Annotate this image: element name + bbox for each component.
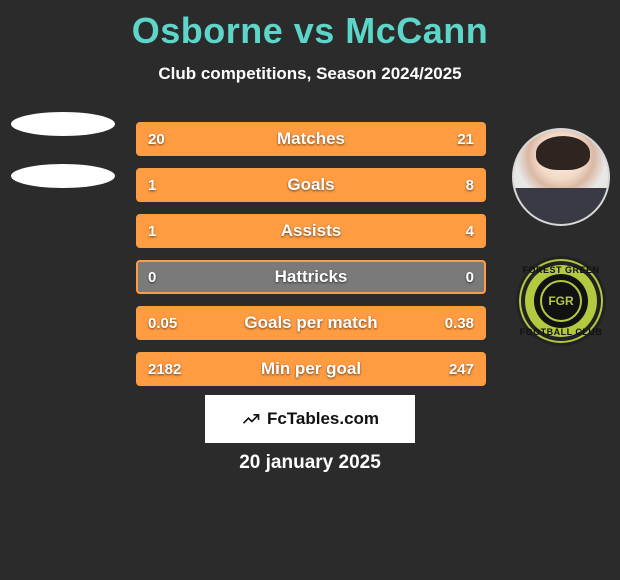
- stat-value-right: 8: [456, 170, 484, 200]
- stat-row: Goals1 8: [136, 168, 486, 202]
- player-right-club-crest: FOREST GREEN FGR FOOTBALL CLUB: [516, 256, 606, 346]
- stat-label: Matches: [138, 124, 484, 154]
- stat-value-right: 247: [439, 354, 484, 384]
- stat-row: Assists1 4: [136, 214, 486, 248]
- stat-label: Hattricks: [138, 262, 484, 292]
- stat-row: Matches20 21: [136, 122, 486, 156]
- stat-value-right: 0: [456, 262, 484, 292]
- stat-value-left: 1: [138, 170, 166, 200]
- stat-value-right: 21: [447, 124, 484, 154]
- stat-value-left: 20: [138, 124, 175, 154]
- page-title: Osborne vs McCann: [0, 0, 620, 52]
- crest-center: FGR: [534, 274, 588, 328]
- chart-icon: [241, 409, 261, 429]
- crest-placeholder-ellipse: [11, 164, 115, 188]
- stat-value-left: 0: [138, 262, 166, 292]
- stat-value-left: 1: [138, 216, 166, 246]
- brand-text: FcTables.com: [267, 409, 379, 429]
- brand-watermark: FcTables.com: [205, 395, 415, 443]
- stat-row: Hattricks0 0: [136, 260, 486, 294]
- stat-row: Min per goal2182247: [136, 352, 486, 386]
- avatar-placeholder-ellipse: [11, 112, 115, 136]
- subtitle: Club competitions, Season 2024/2025: [0, 64, 620, 84]
- crest-bottom-text: FOOTBALL CLUB: [520, 327, 603, 337]
- snapshot-date: 20 january 2025: [0, 452, 620, 474]
- stat-value-right: 0.38: [435, 308, 484, 338]
- stat-value-right: 4: [456, 216, 484, 246]
- stat-value-left: 2182: [138, 354, 191, 384]
- stat-row: Goals per match0.05 0.38: [136, 306, 486, 340]
- stat-value-left: 0.05: [138, 308, 187, 338]
- stat-label: Goals per match: [138, 308, 484, 338]
- stats-bars: Matches2021Goals18Assists14Hattricks00Go…: [136, 122, 486, 398]
- stat-label: Goals: [138, 170, 484, 200]
- player-left-avatar-area: [8, 112, 118, 188]
- stat-label: Assists: [138, 216, 484, 246]
- player-right-avatar: [512, 128, 610, 226]
- crest-abbr: FGR: [548, 294, 573, 308]
